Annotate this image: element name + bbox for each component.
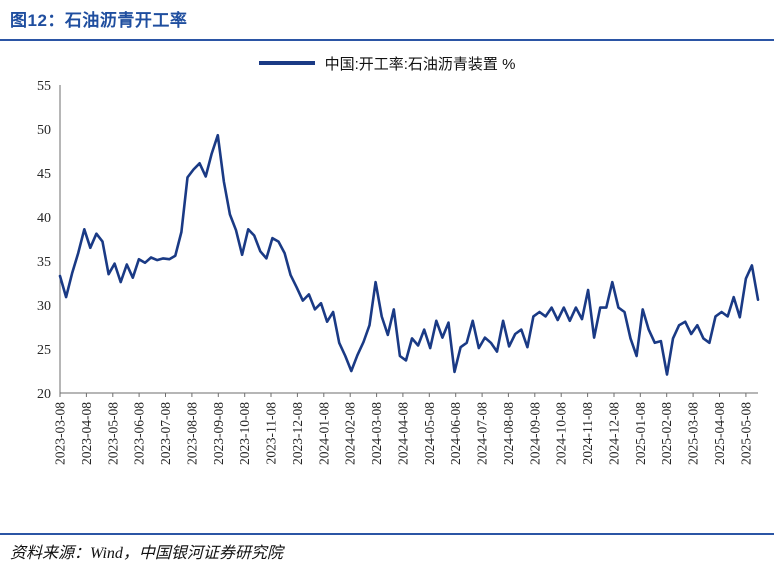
x-tick-label: 2025-04-08 [712,402,727,465]
x-tick-label: 2024-06-08 [448,402,463,465]
y-tick-label: 45 [37,167,51,182]
figure-title: 图12：石油沥青开工率 [10,11,188,30]
chart-area: 20 25 30 35 40 45 50 55 2023-03-08 2023-04-08 2023… [0,73,774,493]
x-tick-label: 2024-12-08 [607,402,622,465]
legend-label: 中国:开工率:石油沥青装置 % [324,55,516,73]
chart-legend: 中国:开工率:石油沥青装置 % [0,53,774,73]
x-tick-label: 2024-11-08 [580,402,595,465]
x-tick-label: 2023-07-08 [158,402,173,465]
x-tick-label: 2025-01-08 [633,402,648,465]
figure-footer: 资料来源：Wind，中国银河证券研究院 [0,533,774,576]
x-tick-label: 2025-03-08 [686,402,701,465]
y-tick-label: 55 [37,79,51,94]
x-tick-label: 2024-02-08 [343,402,358,465]
x-tick-label: 2023-03-08 [53,402,68,465]
x-tick-label: 2025-02-08 [659,402,674,465]
series-line-asphalt-operating-rate [58,133,760,376]
y-tick-label: 20 [37,387,51,402]
x-tick-label: 2024-04-08 [395,402,410,465]
x-tick-label: 2023-12-08 [290,402,305,465]
x-tick-label: 2024-10-08 [554,402,569,465]
figure-header: 图12：石油沥青开工率 [0,0,774,41]
y-tick-label: 25 [37,343,51,358]
x-tick-label: 2023-09-08 [211,402,226,465]
legend-swatch [258,61,315,65]
x-tick-label: 2024-01-08 [316,402,331,465]
source-text: 资料来源：Wind，中国银河证券研究院 [10,545,283,562]
y-tick-label: 40 [37,211,51,226]
x-tick-label: 2023-11-08 [264,402,279,465]
y-tick-label: 35 [37,255,51,270]
y-tick-label: 50 [37,123,51,138]
x-tick-label: 2024-07-08 [475,402,490,465]
x-tick-label: 2023-08-08 [184,402,199,465]
x-tick-label: 2025-05-08 [738,402,753,465]
x-tick-label: 2024-05-08 [422,402,437,465]
x-tick-label: 2023-10-08 [237,402,252,465]
x-tick-label: 2023-06-08 [132,402,147,465]
x-tick-label: 2024-09-08 [527,402,542,465]
y-tick-label: 30 [37,299,51,314]
x-tick-label: 2024-03-08 [369,402,384,465]
x-tick-label: 2024-08-08 [501,402,516,465]
x-tick-label: 2023-05-08 [105,402,120,465]
x-tick-label: 2023-04-08 [79,402,94,465]
asphalt-operating-rate-line-chart: 20 25 30 35 40 45 50 55 2023-03-08 2023-04-08 2023… [37,79,760,465]
